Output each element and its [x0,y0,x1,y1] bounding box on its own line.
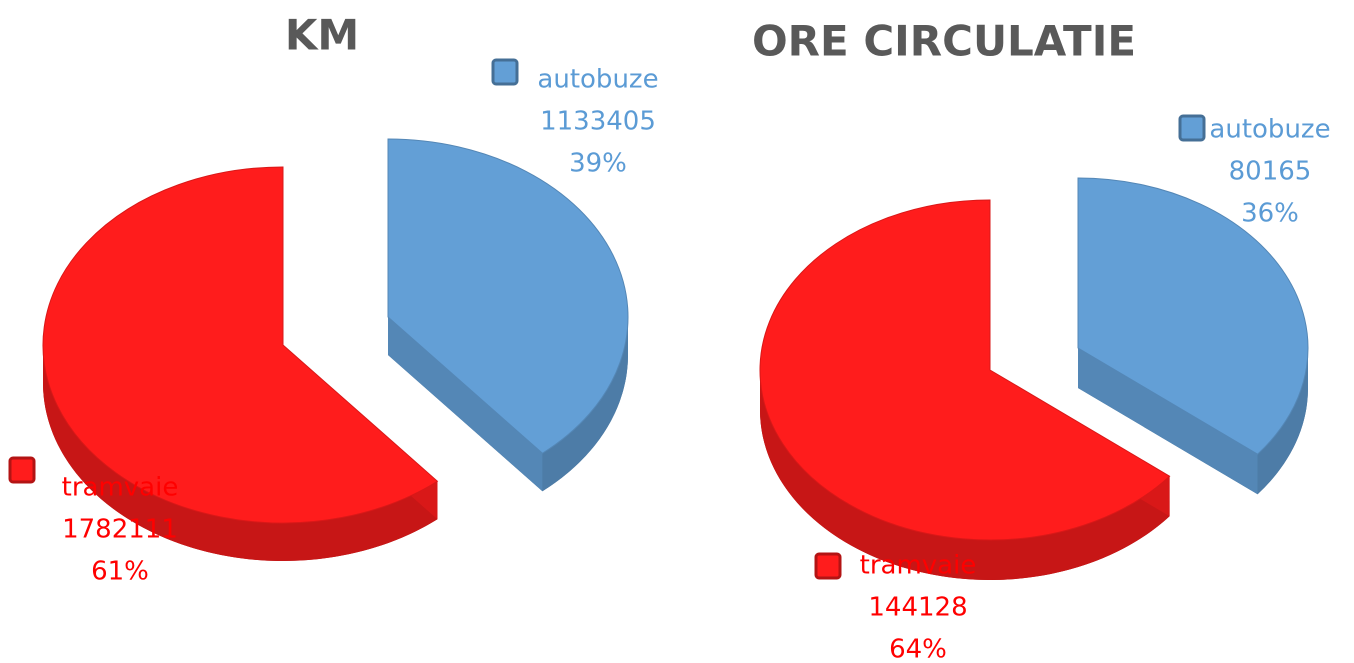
legend-marker [1178,114,1206,142]
pie-slice [42,166,439,524]
pie-slice [387,138,629,454]
legend-marker [491,58,519,86]
pie-slice-side [542,317,628,492]
pie-slice-side [43,345,438,561]
data-label-value: 144128 [868,593,967,623]
data-label-value: 1782111 [62,515,178,545]
data-label-category: autobuze [1209,115,1330,145]
pie-slice-side [1257,348,1308,495]
pie-slice-edge [1078,348,1258,495]
pie-slice [1077,177,1309,455]
pie-slice [759,199,1171,541]
pie-slice-edge [388,317,543,492]
data-label-category: autobuze [537,65,658,95]
data-label-percent: 36% [1241,199,1299,229]
data-label-value: 1133405 [540,107,656,137]
chart-title: ORE CIRCULATIE [752,17,1136,66]
data-label-category: tramvaie [860,551,977,581]
data-label-percent: 39% [569,149,627,179]
legend-marker [814,552,842,580]
data-label-percent: 64% [889,635,947,663]
pie-slice-side [760,370,1170,580]
legend-marker [8,456,36,484]
data-label-percent: 61% [91,557,149,587]
chart-title: KM [285,11,359,60]
data-label-value: 80165 [1229,157,1312,187]
data-label-category: tramvaie [62,473,179,503]
